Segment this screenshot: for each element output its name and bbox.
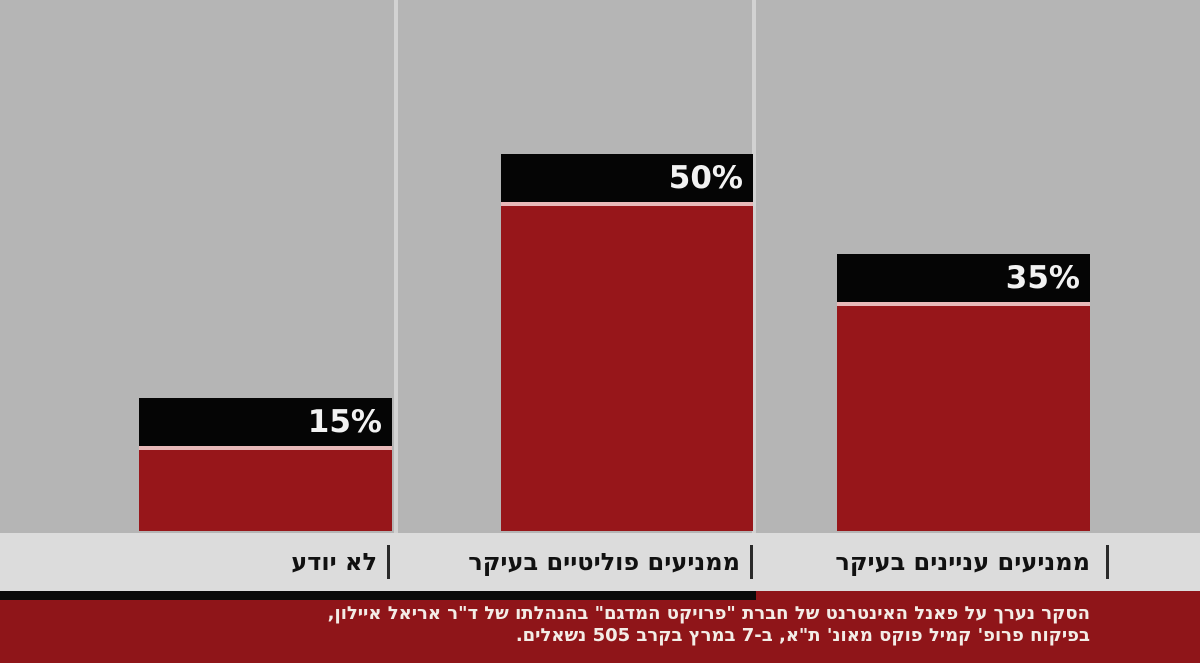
bar-value-label: 50% bbox=[668, 160, 743, 196]
source-line-1: הסקר נערך על פאנל האינטרנט של חברת "פרוי… bbox=[327, 603, 1090, 624]
bar-fill bbox=[501, 206, 753, 531]
category-divider bbox=[750, 545, 753, 579]
category-divider bbox=[387, 545, 390, 579]
bar-separator bbox=[837, 302, 1090, 306]
bar-substantive-motives: 35% bbox=[837, 254, 1090, 531]
bar-separator bbox=[501, 202, 753, 206]
bar-fill bbox=[837, 306, 1090, 531]
category-divider bbox=[1106, 545, 1109, 579]
bar-value-box: 50% bbox=[501, 154, 753, 202]
footer-accent-strip bbox=[0, 591, 756, 600]
gridline bbox=[752, 0, 756, 533]
bar-fill bbox=[139, 450, 392, 531]
bar-value-box: 15% bbox=[139, 398, 392, 446]
category-label: ממניעים פוליטיים בעיקר bbox=[468, 548, 740, 576]
source-line-2: בפיקוח פרופ' קמיל פוקס מאונ' ת"א, ב-7 במ… bbox=[515, 625, 1090, 646]
source-text: הסקר נערך על פאנל האינטרנט של חברת "פרוי… bbox=[130, 603, 1090, 647]
category-label: ממניעים עניינים בעיקר bbox=[835, 548, 1090, 576]
bar-dont-know: 15% bbox=[139, 398, 392, 531]
bar-value-label: 15% bbox=[307, 404, 382, 440]
bar-value-label: 35% bbox=[1005, 260, 1080, 296]
bar-value-box: 35% bbox=[837, 254, 1090, 302]
gridline bbox=[394, 0, 398, 533]
source-note: הסקר נערך על פאנל האינטרנט של חברת "פרוי… bbox=[0, 591, 1200, 663]
category-label: לא יודע bbox=[291, 548, 377, 576]
bar-separator bbox=[139, 446, 392, 450]
bar-political-motives: 50% bbox=[501, 154, 753, 531]
category-axis: ממניעים עניינים בעיקר ממניעים פוליטיים ב… bbox=[0, 533, 1200, 591]
chart-plot-area: 15% 50% 35% bbox=[139, 0, 1090, 533]
